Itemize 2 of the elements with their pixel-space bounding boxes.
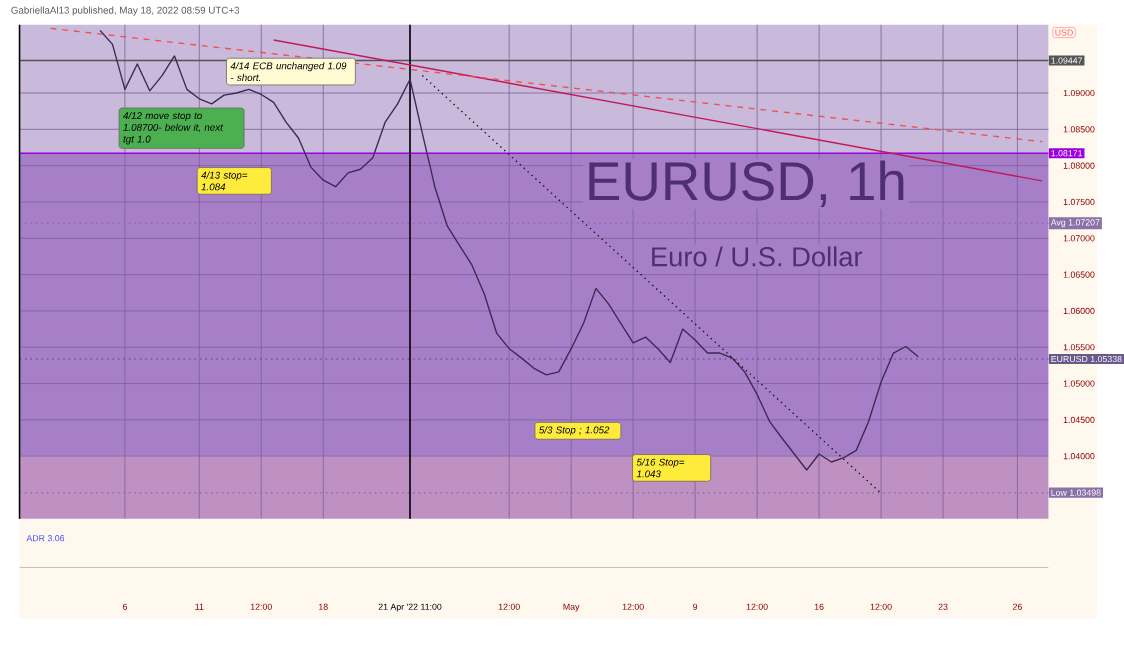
text: Euro / U.S. Dollar xyxy=(652,246,863,267)
text: EURUSD, 1h xyxy=(589,160,904,208)
